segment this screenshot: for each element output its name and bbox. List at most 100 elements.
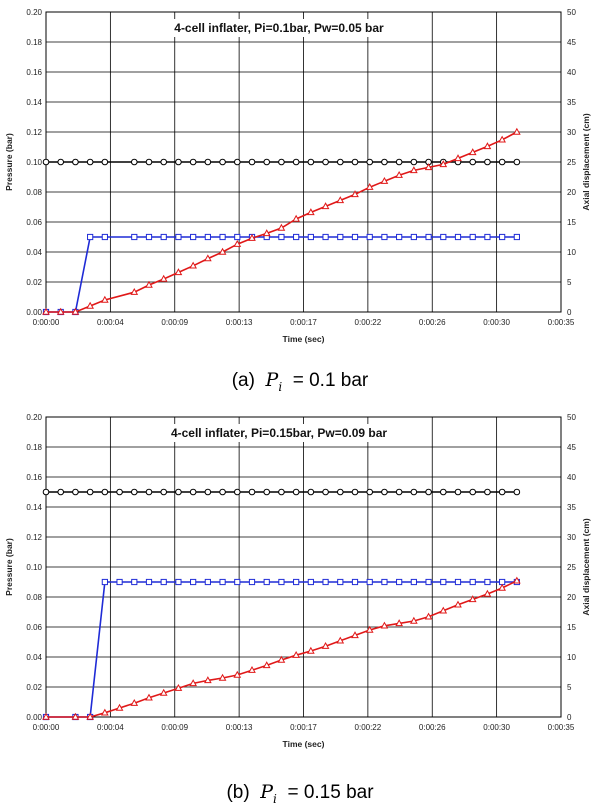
- data-point: [307, 646, 315, 654]
- caption-b-subscript: i: [273, 791, 277, 806]
- y2-tick-label: 30: [567, 533, 576, 542]
- x-tick-label: 0:00:22: [355, 723, 382, 732]
- y2-tick-label: 0: [567, 713, 572, 722]
- x-axis-label: Time (sec): [283, 334, 325, 344]
- data-point: [396, 233, 403, 241]
- data-point: [307, 578, 314, 586]
- data-point: [322, 158, 329, 166]
- data-point: [278, 158, 285, 166]
- y2-tick-label: 20: [567, 593, 576, 602]
- data-point: [57, 158, 65, 166]
- data-point: [498, 488, 506, 496]
- data-point: [483, 142, 492, 150]
- x-tick-label: 0:00:04: [97, 723, 124, 732]
- chart-a: 0.00 0.02 0.04 0.06 0.08 0.10 0.12 0.14 0.16 0.18…: [4, 8, 591, 344]
- data-point: [381, 578, 388, 586]
- data-point: [425, 233, 432, 241]
- data-point: [307, 208, 315, 216]
- data-point: [380, 176, 389, 184]
- data-point: [72, 488, 79, 496]
- y-tick-label: 0.16: [26, 68, 42, 77]
- data-point: [468, 595, 477, 603]
- y2-tick-label: 45: [567, 38, 576, 47]
- data-point: [366, 158, 374, 166]
- data-point: [234, 578, 241, 586]
- chart-title-bg: [166, 424, 392, 442]
- y2-tick-label: 35: [567, 98, 576, 107]
- data-point: [424, 612, 433, 620]
- y2-tick-label: 50: [567, 8, 576, 17]
- data-point: [484, 578, 491, 586]
- data-point: [439, 160, 448, 168]
- x-tick-label: 0:00:26: [419, 318, 446, 327]
- caption-a-symbol: P: [265, 369, 279, 391]
- data-point: [233, 158, 241, 166]
- data-point: [498, 158, 506, 166]
- y-tick-label: 0.20: [26, 8, 42, 17]
- data-point: [42, 307, 50, 315]
- data-point: [366, 578, 373, 586]
- y-tick-label: 0.10: [26, 563, 42, 572]
- data-point: [513, 488, 521, 496]
- y-tick-label: 0.14: [26, 503, 42, 512]
- data-point: [366, 488, 374, 496]
- data-point: [381, 158, 388, 166]
- data-point: [175, 578, 182, 586]
- data-point: [454, 600, 462, 608]
- data-point: [233, 239, 242, 247]
- data-point: [86, 712, 94, 720]
- y2-tick-label: 30: [567, 128, 576, 137]
- data-point: [160, 488, 168, 496]
- data-point: [292, 650, 300, 658]
- data-point: [233, 488, 241, 496]
- data-point: [337, 233, 344, 241]
- y2-tick-label: 5: [567, 683, 572, 692]
- data-point: [351, 233, 359, 241]
- y-tick-label: 0.04: [26, 248, 42, 257]
- data-point: [499, 233, 506, 241]
- data-point: [307, 488, 315, 496]
- caption-a: (a) Pi = 0.1 bar: [0, 369, 600, 394]
- data-point: [513, 233, 520, 241]
- data-point: [292, 488, 300, 496]
- data-point: [190, 578, 197, 586]
- data-point: [468, 148, 477, 156]
- data-point: [322, 488, 329, 496]
- data-point: [351, 158, 359, 166]
- chart-title: 4-cell inflater, Pi=0.15bar, Pw=0.09 bar: [171, 426, 387, 440]
- y-tick-label: 0.18: [26, 38, 42, 47]
- data-point: [351, 190, 359, 198]
- data-point: [322, 578, 329, 586]
- data-point: [145, 158, 153, 166]
- data-point: [189, 261, 197, 269]
- x-tick-label: 0:00:35: [548, 723, 575, 732]
- x-axis-label: Time (sec): [283, 739, 325, 749]
- caption-a-value: = 0.1 bar: [292, 370, 369, 391]
- data-point: [145, 488, 153, 496]
- data-point: [366, 233, 373, 241]
- x-tick-label: 0:00:13: [226, 318, 253, 327]
- x-tick-label: 0:00:17: [290, 723, 317, 732]
- y-tick-label: 0.08: [26, 593, 42, 602]
- data-point: [336, 488, 344, 496]
- caption-a-prefix: (a): [231, 370, 255, 391]
- data-point: [396, 578, 403, 586]
- data-point: [86, 301, 94, 309]
- data-point: [440, 578, 447, 586]
- y-tick-label: 0.06: [26, 218, 42, 227]
- data-point: [365, 182, 374, 190]
- data-point: [513, 576, 521, 584]
- data-point: [174, 683, 183, 691]
- data-point: [381, 233, 388, 241]
- data-point: [204, 676, 212, 684]
- y-tick-label: 0.20: [26, 413, 42, 422]
- data-point: [219, 488, 226, 496]
- data-point: [336, 196, 345, 204]
- data-point: [292, 214, 300, 222]
- data-point: [263, 488, 271, 496]
- y-tick-label: 0.04: [26, 653, 42, 662]
- data-point: [159, 274, 168, 282]
- caption-b-value: = 0.15 bar: [287, 782, 374, 803]
- data-point: [469, 158, 477, 166]
- y-tick-label: 0.16: [26, 473, 42, 482]
